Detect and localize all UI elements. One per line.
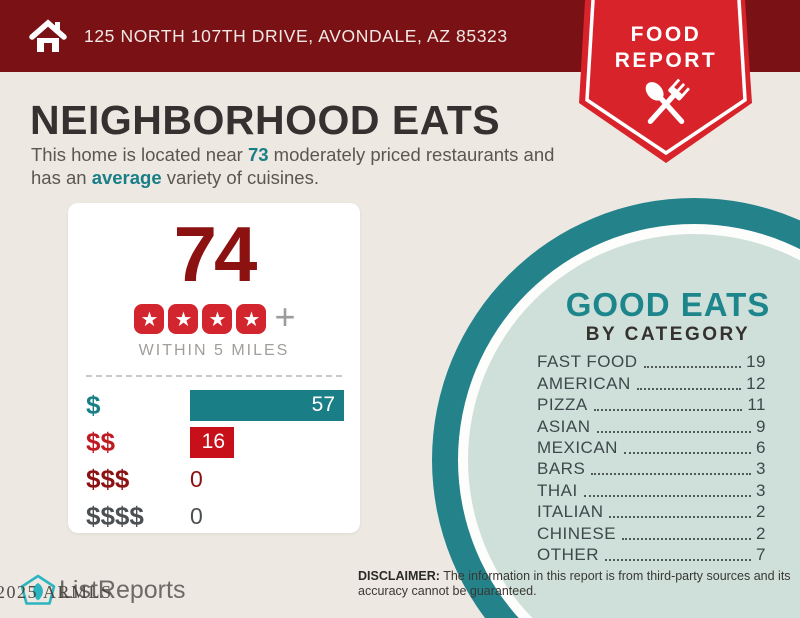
price-tier-row: $$$$ 0 [86,501,344,532]
dotted-leader [605,558,752,561]
dashed-divider [86,374,342,377]
category-row: THAI 3 [537,479,766,500]
score-card: 74 ★ ★ ★ ★ + WITHIN 5 MILES $57 $$ 16 $$$ 0 $$$$ 0 [68,203,360,533]
category-value: 11 [747,395,766,415]
badge-shape [579,0,752,163]
dotted-leader [609,516,752,519]
desc-text: variety of cuisines. [161,166,319,188]
disclaimer-text: The information in this report is from t… [439,569,791,583]
category-label: BARS [537,459,586,479]
dotted-leader [591,473,752,476]
category-row: BARS 3 [537,458,766,479]
category-value: 19 [746,352,766,372]
dotted-leader [622,537,752,540]
food-report-badge: FOOD REPORT [574,0,758,170]
listreports-logo-text: ListReports [59,575,186,604]
star-icon: ★ [168,303,199,334]
dotted-leader [636,387,742,390]
listreports-logo: ListReports [20,574,185,606]
page-description: This home is located near 73 moderately … [31,144,611,190]
dotted-leader [643,366,742,369]
category-label: ITALIAN [537,502,604,522]
disclaimer: DISCLAIMER: The information in this repo… [358,569,800,600]
dotted-leader [623,451,752,454]
category-row: CHINESE 2 [537,522,766,543]
disclaimer-text-2: accuracy cannot be guaranteed. [358,584,537,599]
desc-text: has an [31,166,92,188]
price-tier-row: $$$ 0 [86,464,344,495]
category-label: AMERICAN [537,373,631,393]
category-label: OTHER [537,544,599,564]
category-row: PIZZA 11 [537,394,766,415]
dotted-leader [583,494,752,497]
plus-icon: + [274,295,296,337]
price-tier-value: 0 [190,465,203,492]
category-label: ASIAN [537,416,591,436]
restaurant-count: 73 [247,144,269,165]
category-row: MEXICAN 6 [537,437,766,458]
variety-highlight: average [91,166,162,188]
good-eats-circle: GOOD EATS BY CATEGORY FAST FOOD 19 AMERICA… [432,198,800,618]
category-row: AMERICAN 12 [537,372,766,393]
category-list: FAST FOOD 19 AMERICAN 12 PIZZA 11 ASIAN 9 MEXICA… [537,351,766,565]
good-eats-title: GOOD EATS [565,286,771,323]
price-tier-label: $$$$ [86,500,144,531]
price-tier-row: $$ 16 [86,426,344,458]
price-tier-label: $$ [86,426,115,457]
price-tier-bar: 16 [190,426,234,458]
badge-line1: FOOD [630,23,702,46]
category-label: FAST FOOD [537,352,638,372]
price-tier-label: $$$ [86,463,130,494]
price-tier-row: $57 [86,389,344,421]
dotted-leader [593,409,743,412]
category-value: 2 [756,523,766,543]
price-tier-bar: 57 [190,389,344,421]
price-chart: $57 $$ 16 $$$ 0 $$$$ 0 [86,389,344,532]
category-row: ITALIAN 2 [537,501,766,522]
category-value: 3 [756,459,766,479]
category-value: 2 [756,502,766,522]
category-value: 6 [756,437,766,457]
category-label: MEXICAN [537,437,618,457]
property-address: 125 NORTH 107TH DRIVE, AVONDALE, AZ 8532… [84,25,508,46]
category-value: 12 [746,373,766,393]
category-value: 9 [756,416,766,436]
radius-caption: WITHIN 5 MILES [138,341,290,359]
star-icon: ★ [134,303,165,334]
category-row: FAST FOOD 19 [537,351,766,372]
price-tier-label: $ [86,389,101,420]
category-row: OTHER 7 [537,544,766,565]
price-tier-value: 0 [190,502,203,529]
badge-title: FOOD REPORT [574,22,758,73]
category-label: CHINESE [537,523,617,543]
good-eats-subtitle: BY CATEGORY [585,324,751,345]
star-icon: ★ [202,303,233,334]
spoon-fork-icon [645,78,691,124]
star-icon: ★ [236,303,267,334]
category-value: 7 [756,544,766,564]
armls-watermark: 2025 ARMLS [0,582,113,602]
category-label: PIZZA [537,395,588,415]
listreports-pin-icon [20,574,56,605]
desc-text: This home is located near [31,144,248,165]
restaurant-score: 74 [173,210,258,298]
desc-text: moderately priced restaurants and [268,144,555,165]
page-title: NEIGHBORHOOD EATS [30,97,501,143]
disclaimer-label: DISCLAIMER: [358,569,440,583]
dotted-leader [596,430,752,433]
house-icon [29,19,67,52]
badge-line2: REPORT [614,48,718,72]
rating-stars: ★ ★ ★ ★ + [68,298,360,335]
category-row: ASIAN 9 [537,415,766,436]
category-value: 3 [756,480,766,500]
category-label: THAI [537,480,578,500]
